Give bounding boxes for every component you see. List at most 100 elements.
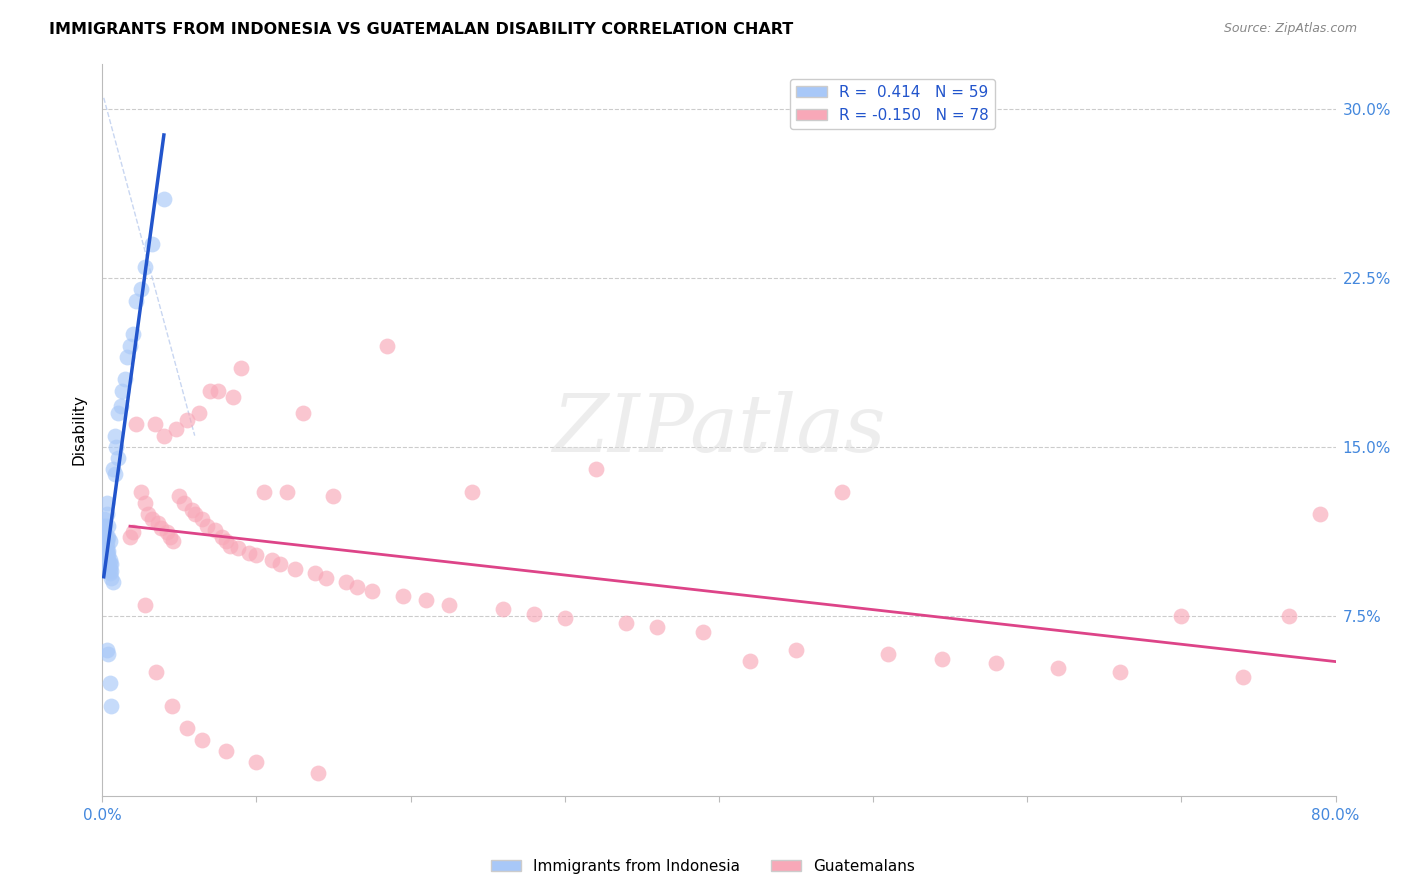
Point — [100, 570, 122, 584]
Point — [125, 293, 148, 308]
Point — [103, 428, 125, 442]
Point — [97, 647, 120, 661]
Point — [245, 548, 267, 562]
Point — [222, 390, 245, 404]
Point — [392, 589, 415, 603]
Point — [165, 422, 187, 436]
Point — [645, 620, 668, 634]
Point — [269, 557, 291, 571]
Point — [143, 417, 166, 432]
Point — [304, 566, 326, 580]
Point — [100, 557, 122, 571]
Point — [877, 647, 900, 661]
Point — [122, 327, 145, 342]
Point — [1047, 660, 1070, 674]
Point — [173, 496, 195, 510]
Point — [94, 518, 117, 533]
Point — [134, 260, 156, 274]
Point — [238, 546, 260, 560]
Point — [361, 584, 384, 599]
Point — [114, 372, 136, 386]
Point — [129, 485, 152, 500]
Point — [100, 698, 122, 713]
Point — [219, 539, 242, 553]
Point — [134, 496, 156, 510]
Point — [1108, 665, 1130, 679]
Point — [97, 548, 120, 562]
Point — [153, 192, 176, 206]
Point — [100, 564, 122, 578]
Point — [97, 530, 120, 544]
Point — [118, 338, 141, 352]
Point — [97, 518, 120, 533]
Point — [97, 557, 120, 571]
Point — [96, 552, 118, 566]
Point — [93, 541, 115, 556]
Point — [146, 516, 169, 531]
Point — [1232, 670, 1254, 684]
Point — [160, 698, 183, 713]
Point — [176, 413, 198, 427]
Point — [523, 607, 546, 621]
Point — [162, 534, 184, 549]
Point — [94, 530, 117, 544]
Point — [107, 406, 129, 420]
Point — [141, 512, 163, 526]
Point — [98, 552, 121, 566]
Point — [101, 575, 124, 590]
Point — [931, 651, 953, 665]
Point — [105, 440, 128, 454]
Point — [276, 485, 298, 500]
Text: ZIPatlas: ZIPatlas — [553, 392, 886, 469]
Point — [785, 642, 807, 657]
Point — [96, 496, 118, 510]
Point — [96, 530, 118, 544]
Point — [214, 534, 236, 549]
Point — [118, 530, 141, 544]
Legend: R =  0.414   N = 59, R = -0.150   N = 78: R = 0.414 N = 59, R = -0.150 N = 78 — [790, 79, 995, 128]
Point — [183, 508, 205, 522]
Point — [692, 624, 714, 639]
Point — [122, 525, 145, 540]
Point — [134, 598, 156, 612]
Point — [585, 462, 607, 476]
Point — [415, 593, 437, 607]
Point — [156, 525, 179, 540]
Point — [245, 755, 267, 769]
Point — [214, 744, 236, 758]
Point — [125, 417, 148, 432]
Point — [169, 490, 191, 504]
Point — [107, 451, 129, 466]
Point — [207, 384, 229, 398]
Point — [129, 282, 152, 296]
Point — [437, 598, 460, 612]
Point — [138, 508, 160, 522]
Point — [141, 237, 163, 252]
Point — [253, 485, 276, 500]
Point — [176, 722, 198, 736]
Point — [96, 539, 118, 553]
Point — [97, 543, 120, 558]
Point — [96, 642, 118, 657]
Point — [110, 400, 132, 414]
Point — [94, 525, 117, 540]
Point — [346, 580, 368, 594]
Point — [322, 490, 344, 504]
Legend: Immigrants from Indonesia, Guatemalans: Immigrants from Indonesia, Guatemalans — [485, 853, 921, 880]
Point — [149, 521, 172, 535]
Point — [284, 561, 307, 575]
Point — [180, 503, 202, 517]
Point — [101, 462, 124, 476]
Point — [204, 523, 226, 537]
Point — [986, 656, 1008, 670]
Point — [103, 467, 125, 481]
Point — [616, 615, 638, 630]
Point — [195, 518, 218, 533]
Point — [554, 611, 576, 625]
Text: IMMIGRANTS FROM INDONESIA VS GUATEMALAN DISABILITY CORRELATION CHART: IMMIGRANTS FROM INDONESIA VS GUATEMALAN … — [49, 22, 793, 37]
Point — [94, 548, 117, 562]
Point — [461, 485, 484, 500]
Point — [94, 534, 117, 549]
Point — [115, 350, 138, 364]
Y-axis label: Disability: Disability — [72, 394, 86, 466]
